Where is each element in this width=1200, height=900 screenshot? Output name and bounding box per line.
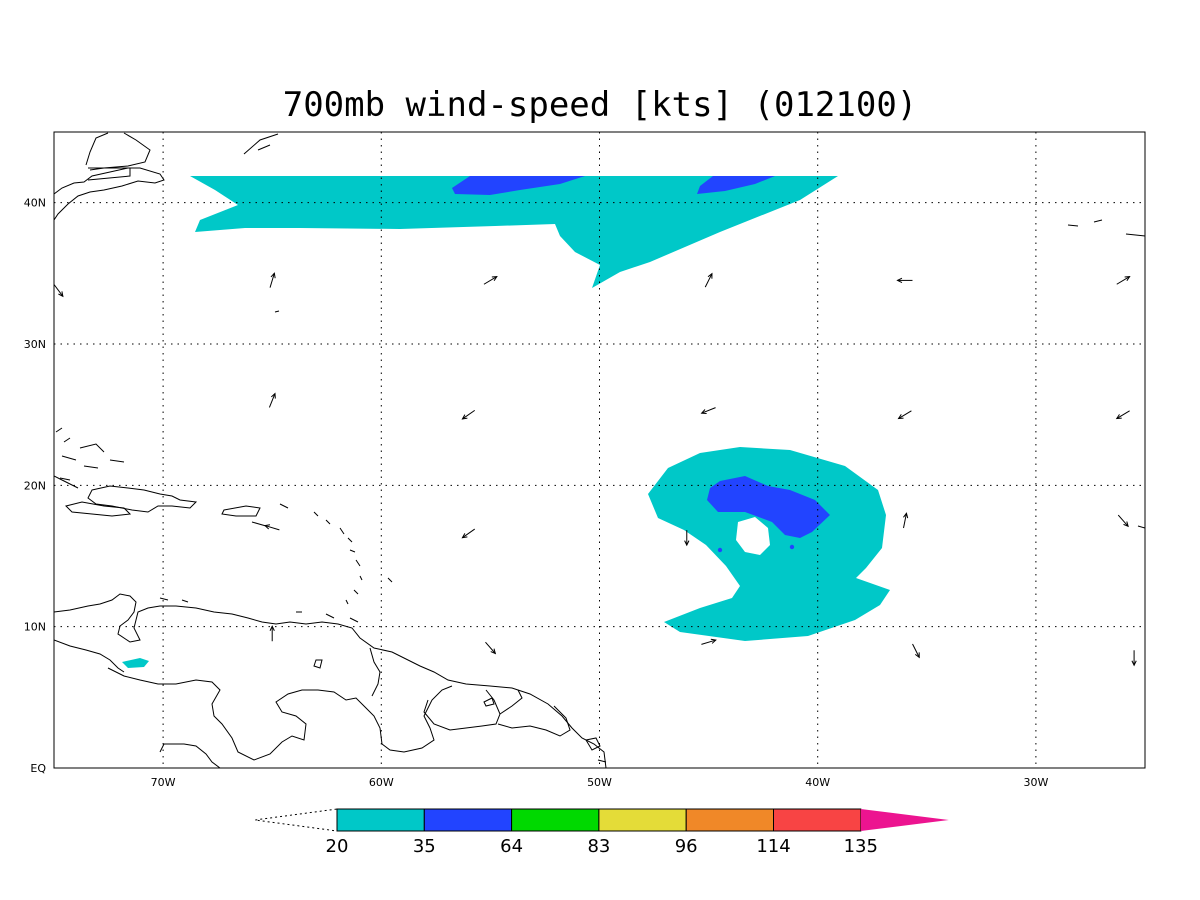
plot-frame xyxy=(53,131,1146,769)
colorbar-swatch xyxy=(336,808,425,832)
colorbar-label: 135 xyxy=(844,836,878,857)
wind-arrow xyxy=(701,638,717,645)
lat-tick-label: EQ xyxy=(30,762,46,775)
wind-arrow xyxy=(269,272,276,288)
wind-arrow xyxy=(903,512,909,529)
wind-arrow xyxy=(912,643,920,659)
wind-arrow xyxy=(263,524,280,531)
colorbar-over-triangle xyxy=(860,809,949,831)
coastlines xyxy=(54,132,1145,768)
wind-arrow xyxy=(54,283,64,298)
colorbar-under-triangle xyxy=(254,808,338,832)
colorbar-swatch xyxy=(685,808,775,832)
lat-tick-label: 10N xyxy=(24,621,46,634)
wind-arrow xyxy=(1116,275,1131,285)
colorbar-swatch xyxy=(598,808,687,832)
wind-arrow xyxy=(896,277,913,284)
cyclone-eye xyxy=(736,517,770,555)
colorbar-label: 83 xyxy=(587,836,610,857)
lon-tick-label: 50W xyxy=(587,776,612,789)
colorbar-swatch xyxy=(773,808,862,832)
shade-35-cyclone xyxy=(707,476,830,538)
shade-35-north-east xyxy=(697,176,775,194)
shade-20-small-patch xyxy=(122,658,149,668)
plot-content xyxy=(54,132,1145,768)
colorbar: 20 35 64 83 96 114 135 xyxy=(254,808,949,857)
lon-tick-label: 70W xyxy=(151,776,176,789)
colorbar-swatch xyxy=(423,808,513,832)
shade-35-north-west xyxy=(452,176,585,195)
wind-arrow xyxy=(268,392,276,408)
colorbar-label: 96 xyxy=(675,836,698,857)
shade-20-north-band xyxy=(190,176,838,288)
colorbar-label: 35 xyxy=(413,836,436,857)
lon-tick-label: 30W xyxy=(1023,776,1048,789)
wind-arrow xyxy=(704,272,713,288)
wind-arrow xyxy=(1131,650,1137,667)
colorbar-swatch xyxy=(511,808,600,832)
wind-arrow xyxy=(485,641,497,655)
shade-35-spot xyxy=(717,547,723,553)
wind-arrow xyxy=(897,410,912,420)
wind-arrow xyxy=(1115,410,1130,420)
shade-35-spot xyxy=(789,544,795,550)
wind-arrow xyxy=(461,528,476,539)
lon-tick-label: 60W xyxy=(369,776,394,789)
wind-arrow xyxy=(461,409,476,420)
colorbar-label: 64 xyxy=(500,836,523,857)
wind-arrow xyxy=(1117,514,1129,528)
lat-tick-label: 20N xyxy=(24,479,46,492)
wind-vectors xyxy=(54,272,1137,667)
lat-tick-label: 40N xyxy=(24,197,46,210)
map-title: 700mb wind-speed [kts] (012100) xyxy=(283,85,918,125)
colorbar-label: 20 xyxy=(326,836,349,857)
latitude-labels: EQ 10N 20N 30N 40N xyxy=(24,197,47,775)
wind-arrow xyxy=(684,530,690,547)
lon-tick-label: 40W xyxy=(805,776,830,789)
wind-arrow xyxy=(483,275,498,285)
lat-tick-label: 30N xyxy=(24,338,46,351)
wind-arrow xyxy=(269,625,275,642)
wind-arrow xyxy=(700,407,716,415)
longitude-labels: 70W 60W 50W 40W 30W xyxy=(151,776,1049,789)
colorbar-label: 114 xyxy=(756,836,790,857)
